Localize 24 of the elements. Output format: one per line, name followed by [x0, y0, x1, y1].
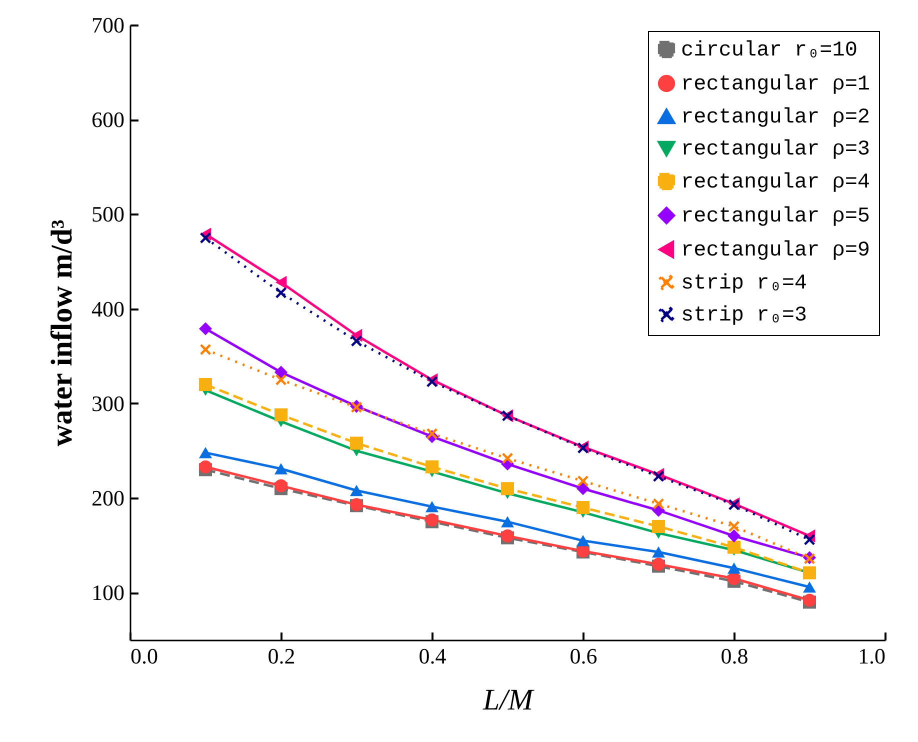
legend-label: rectangular ρ=4	[681, 172, 870, 194]
y-tick-label: 300	[92, 390, 124, 416]
x-tick-label: 0.2	[268, 644, 296, 668]
x-tick-label: 0.4	[418, 644, 446, 668]
legend-label: rectangular ρ=5	[681, 206, 870, 228]
y-axis-title: water inflow m/d³	[46, 220, 78, 446]
legend-label: rectangular ρ=3	[681, 138, 870, 162]
legend-label: strip r₀=4	[681, 272, 808, 296]
x-tick-label: 0.0	[130, 644, 158, 668]
legend-label: rectangular ρ=2	[681, 106, 870, 130]
y-tick-label: 500	[92, 202, 124, 227]
y-tick-label: 200	[92, 486, 124, 511]
legend-label: rectangular ρ=9	[681, 240, 870, 262]
y-tick-label: 600	[92, 107, 124, 132]
x-tick-label: 0.8	[720, 644, 748, 668]
x-tick-label: 1.0	[858, 644, 886, 668]
legend-label: circular r₀=10	[681, 40, 858, 62]
y-tick-label: 400	[92, 296, 124, 322]
y-tick-label: 100	[92, 580, 124, 606]
x-tick-label: 0.6	[570, 644, 598, 668]
legend-label: rectangular ρ=1	[681, 74, 870, 96]
legend-label: strip r₀=3	[681, 304, 808, 328]
x-axis-title: L/M	[482, 684, 536, 716]
y-tick-label: 700	[92, 12, 124, 38]
